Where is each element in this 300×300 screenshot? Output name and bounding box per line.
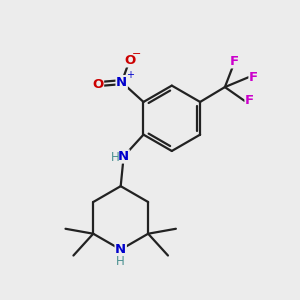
Text: O: O (124, 54, 135, 67)
Text: F: F (230, 55, 239, 68)
Text: F: F (249, 71, 258, 84)
Text: −: − (132, 50, 141, 59)
Text: +: + (126, 70, 134, 80)
Text: O: O (92, 78, 104, 91)
Text: H: H (116, 255, 125, 268)
Text: N: N (116, 76, 127, 88)
Text: F: F (245, 94, 254, 107)
Text: H: H (110, 151, 119, 164)
Text: N: N (115, 243, 126, 256)
Text: N: N (118, 150, 129, 163)
